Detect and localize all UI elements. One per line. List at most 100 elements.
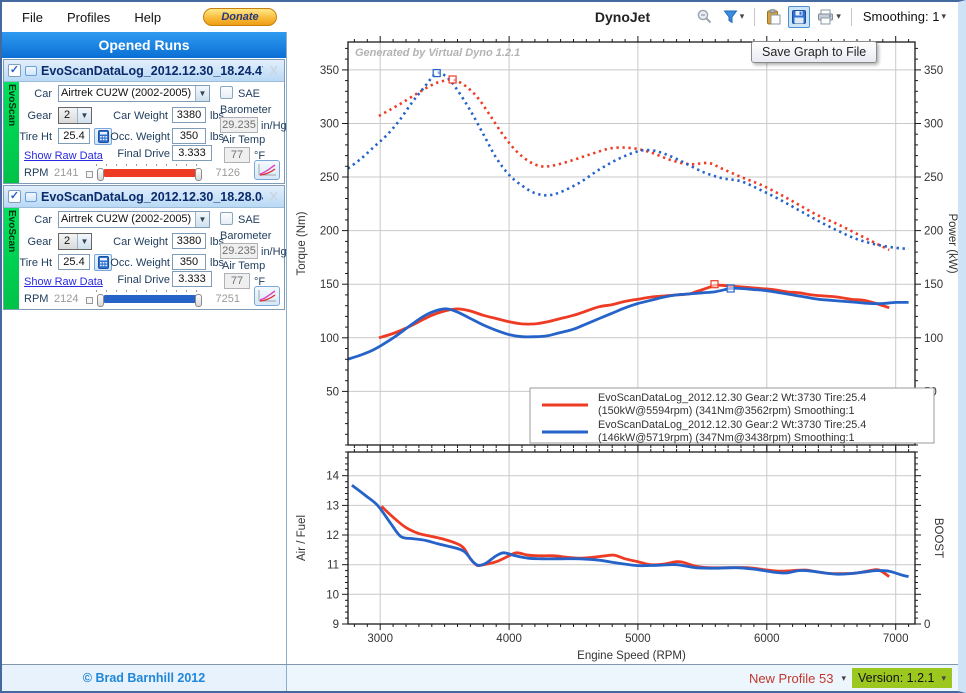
toolbar-separator	[754, 8, 755, 26]
run2-rpm-range-slider[interactable]	[86, 290, 210, 306]
svg-text:100: 100	[320, 333, 339, 345]
svg-text:100: 100	[924, 333, 943, 345]
run2-car-weight-input[interactable]: 3380	[172, 233, 206, 249]
run1-gear-select[interactable]: 2▼	[58, 107, 92, 124]
car-weight-label: Car Weight	[100, 110, 168, 122]
profile-name: New Profile 53	[749, 671, 834, 686]
opened-runs-header: Opened Runs	[2, 32, 286, 58]
toolbar-separator	[851, 8, 852, 26]
chart-area: Save Graph to File Generated by Virtual …	[287, 32, 958, 664]
run1-tire-height-input[interactable]: 25.4	[58, 128, 90, 144]
calculator-icon	[98, 256, 109, 269]
filter-button[interactable]: ▾	[720, 6, 748, 27]
run2-collapse-icon[interactable]	[25, 192, 37, 202]
run1-header[interactable]: ✓ EvoScanDataLog_2012.12.30_18.24.47.c X	[4, 60, 284, 82]
zoom-out-button[interactable]	[693, 5, 716, 28]
svg-text:Air / Fuel: Air / Fuel	[296, 515, 308, 561]
run2-close-icon[interactable]: X	[267, 189, 280, 204]
run1-show-raw-data-link[interactable]: Show Raw Data	[24, 150, 103, 162]
run1-rpm-min: 2141	[54, 167, 78, 179]
run2-tire-height-input[interactable]: 25.4	[58, 254, 90, 270]
svg-text:(150kW@5594rpm) (341Nm@3562rpm: (150kW@5594rpm) (341Nm@3562rpm) Smoothin…	[598, 405, 855, 417]
smoothing-caret-icon: ▾	[941, 11, 946, 22]
run1-sae-checkbox[interactable]	[220, 86, 233, 99]
print-button[interactable]: ▾	[814, 6, 844, 28]
menu-help[interactable]: Help	[122, 5, 173, 30]
run1-enabled-checkbox[interactable]: ✓	[8, 64, 21, 77]
svg-text:6000: 6000	[754, 633, 780, 645]
svg-text:50: 50	[326, 386, 339, 398]
tire-height-label: Tire Ht	[12, 257, 52, 269]
run1-close-icon[interactable]: X	[267, 63, 280, 78]
calculator-icon	[98, 130, 109, 143]
run2-sae-checkbox[interactable]	[220, 212, 233, 225]
car-weight-label: Car Weight	[100, 236, 168, 248]
occ-weight-label: Occ. Weight	[108, 257, 170, 269]
svg-text:200: 200	[924, 226, 943, 238]
menu-file[interactable]: File	[10, 5, 55, 30]
run1-air-temp-input: 77	[224, 147, 250, 163]
run2-air-temp-input: 77	[224, 273, 250, 289]
smoothing-dropdown[interactable]: Smoothing: 1 ▾	[859, 7, 950, 26]
run1-barometer-input: 29.235	[220, 117, 258, 133]
run2-body: EvoScan Car Airtrek CU2W (2002-2005) [▼ …	[4, 208, 284, 309]
run1-rpm-max-handle[interactable]	[195, 168, 202, 181]
run2-show-raw-data-link[interactable]: Show Raw Data	[24, 276, 103, 288]
run2-gear-select[interactable]: 2▼	[58, 233, 92, 250]
svg-text:12: 12	[326, 530, 339, 542]
smoothing-label: Smoothing: 1	[863, 9, 940, 24]
run2-occ-weight-input[interactable]: 350	[172, 254, 206, 270]
run-panel-2: ✓ EvoScanDataLog_2012.12.30_18.28.04.c X…	[3, 185, 285, 310]
top-band: File Profiles Help Donate DynoJet ▾	[2, 2, 958, 32]
app-window: File Profiles Help Donate DynoJet ▾	[0, 0, 966, 693]
run1-car-weight-input[interactable]: 3380	[172, 107, 206, 123]
run2-header[interactable]: ✓ EvoScanDataLog_2012.12.30_18.28.04.c X	[4, 186, 284, 208]
run2-rpm-min-handle[interactable]	[97, 294, 104, 307]
occ-weight-label: Occ. Weight	[108, 131, 170, 143]
content-area: Opened Runs ✓ EvoScanDataLog_2012.12.30_…	[2, 32, 958, 664]
run2-rpm-max-handle[interactable]	[195, 294, 202, 307]
slider-stop	[86, 297, 93, 304]
barometer-unit-label: in/Hg	[261, 246, 287, 258]
paste-icon	[765, 9, 781, 25]
menu-profiles[interactable]: Profiles	[55, 5, 122, 30]
print-icon	[817, 9, 834, 25]
paste-button[interactable]	[762, 6, 784, 28]
profile-dropdown[interactable]: New Profile 53 ▾	[749, 671, 846, 686]
filter-icon	[723, 9, 738, 24]
run1-car-select[interactable]: Airtrek CU2W (2002-2005) [▼	[58, 85, 210, 102]
barometer-label: Barometer	[220, 230, 271, 242]
run2-enabled-checkbox[interactable]: ✓	[8, 190, 21, 203]
final-drive-label: Final Drive	[108, 148, 170, 160]
run1-rpm-min-handle[interactable]	[97, 168, 104, 181]
run2-car-select[interactable]: Airtrek CU2W (2002-2005) [▼	[58, 211, 210, 228]
run2-graph-button[interactable]	[254, 286, 280, 306]
svg-text:350: 350	[924, 65, 943, 77]
run2-rpm-max: 7251	[216, 293, 240, 305]
rpm-label: RPM	[24, 167, 48, 179]
version-caret-icon: ▾	[941, 673, 946, 684]
run2-final-drive-input[interactable]: 3.333	[172, 271, 212, 287]
svg-text:(146kW@5719rpm) (347Nm@3438rpm: (146kW@5719rpm) (347Nm@3438rpm) Smoothin…	[598, 432, 855, 444]
copyright-text: © Brad Barnhill 2012	[2, 665, 287, 691]
air-temp-label: Air Temp	[222, 134, 265, 146]
svg-text:250: 250	[320, 172, 339, 184]
donate-button[interactable]: Donate	[203, 8, 277, 26]
run1-graph-button[interactable]	[254, 160, 280, 180]
version-dropdown[interactable]: Version: 1.2.1 ▾	[852, 668, 952, 688]
footer: © Brad Barnhill 2012 New Profile 53 ▾ Ve…	[2, 664, 958, 691]
footer-right: New Profile 53 ▾ Version: 1.2.1 ▾	[287, 665, 958, 691]
slider-ticks	[96, 290, 200, 292]
barometer-label: Barometer	[220, 104, 271, 116]
dyno-charts[interactable]: Generated by Virtual Dyno 1.2.1501001502…	[287, 32, 958, 664]
save-button[interactable]	[788, 6, 810, 28]
run1-final-drive-input[interactable]: 3.333	[172, 145, 212, 161]
chevron-down-icon: ▼	[195, 86, 209, 101]
chevron-down-icon: ▼	[77, 108, 91, 123]
run1-rpm-range-slider[interactable]	[86, 164, 210, 180]
save-tooltip: Save Graph to File	[751, 41, 877, 63]
run1-collapse-icon[interactable]	[25, 66, 37, 76]
run2-title: EvoScanDataLog_2012.12.30_18.28.04.c	[41, 190, 263, 204]
run1-occ-weight-input[interactable]: 350	[172, 128, 206, 144]
barometer-unit-label: in/Hg	[261, 120, 287, 132]
